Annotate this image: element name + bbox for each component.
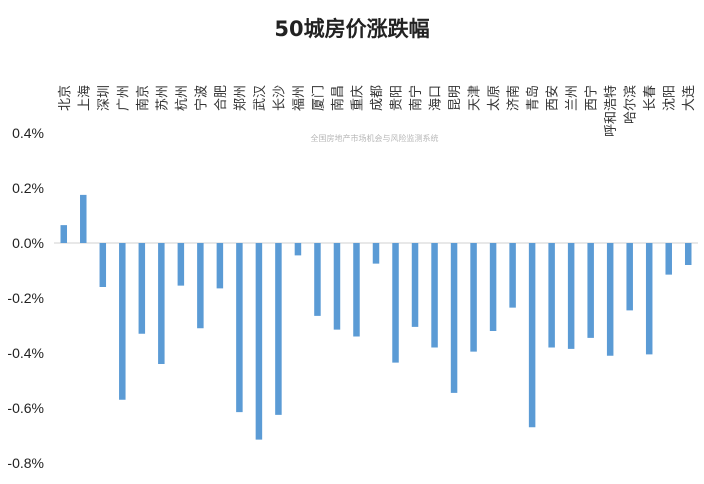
bar	[587, 243, 594, 338]
category-label: 长沙	[272, 85, 287, 111]
category-label: 宁波	[193, 85, 209, 111]
bar	[665, 243, 672, 275]
category-label: 上海	[77, 85, 92, 111]
category-labels: 北京 上海 深圳 广州 南京 苏州 杭州 宁波 合肥 郑州 武汉 长沙 福州 厦门 南昌 重庆 成都 贵阳 南宁 海口…	[58, 85, 697, 137]
bar	[684, 243, 692, 265]
category-label: 贵阳	[390, 85, 405, 111]
chart-title: 50城房价涨跌幅	[274, 17, 430, 41]
category-label: 青岛	[525, 85, 541, 111]
category-label: 南昌	[330, 85, 346, 111]
bar	[528, 243, 536, 428]
y-tick-label: 0.2%	[12, 180, 44, 196]
category-label: 太原	[487, 85, 502, 111]
category-label: 重庆	[349, 85, 365, 111]
bar	[392, 243, 399, 363]
bar	[372, 243, 380, 264]
bar	[294, 243, 302, 256]
category-label: 苏州	[154, 85, 170, 111]
category-label: 长春	[643, 85, 658, 111]
bar	[177, 243, 185, 286]
category-label: 昆明	[448, 85, 463, 111]
bar	[255, 243, 263, 440]
bar	[567, 243, 575, 349]
category-label: 南京	[135, 85, 151, 111]
category-label: 杭州	[175, 85, 190, 111]
bar	[411, 243, 419, 327]
bar	[353, 243, 360, 337]
category-label: 西宁	[584, 85, 600, 111]
category-label: 福州	[292, 85, 307, 111]
category-label: 呼和浩特	[604, 85, 619, 137]
bar	[236, 243, 243, 413]
category-label: 天津	[468, 85, 483, 111]
category-label: 兰州	[565, 85, 580, 111]
category-label: 沈阳	[663, 85, 678, 111]
bar	[548, 243, 555, 348]
bar	[606, 243, 614, 356]
category-label: 深圳	[97, 85, 112, 111]
bar	[197, 243, 204, 329]
bar	[275, 243, 282, 415]
bar	[158, 243, 165, 364]
bar	[138, 243, 146, 334]
bar	[450, 243, 458, 393]
category-label: 西安	[546, 85, 561, 111]
bar	[99, 243, 107, 287]
y-tick-label: 0.4%	[12, 125, 44, 141]
category-label: 北京	[58, 85, 73, 111]
bar	[333, 243, 341, 330]
bar	[509, 243, 516, 308]
y-axis: 0.4% 0.2% 0.0% -0.2% -0.4% -0.6% -0.8%	[7, 125, 44, 471]
category-label: 广州	[116, 85, 131, 111]
category-label: 海口	[429, 85, 444, 111]
bar	[645, 243, 653, 355]
y-tick-label: -0.8%	[7, 455, 44, 471]
category-label: 济南	[506, 85, 522, 111]
category-label: 武汉	[253, 85, 268, 111]
bar	[80, 194, 87, 244]
y-tick-label: -0.4%	[7, 345, 44, 361]
bar	[60, 225, 68, 244]
bar	[216, 243, 224, 289]
bar	[489, 243, 497, 331]
category-label: 郑州	[233, 85, 248, 111]
y-tick-label: 0.0%	[12, 235, 44, 251]
category-label: 大连	[681, 85, 697, 111]
category-label: 成都	[370, 85, 385, 111]
bar	[626, 243, 633, 311]
category-label: 厦门	[311, 85, 326, 111]
bars-group	[60, 194, 692, 440]
bar	[431, 243, 438, 348]
category-label: 合肥	[214, 85, 229, 111]
bar	[314, 243, 321, 316]
bar	[119, 243, 126, 400]
y-tick-label: -0.6%	[7, 400, 44, 416]
bar	[470, 243, 477, 352]
watermark-text: 全国房地产市场机会与风险监测系统	[310, 134, 439, 143]
category-label: 哈尔滨	[623, 85, 639, 124]
category-label: 南宁	[408, 85, 424, 111]
y-tick-label: -0.2%	[7, 290, 44, 306]
